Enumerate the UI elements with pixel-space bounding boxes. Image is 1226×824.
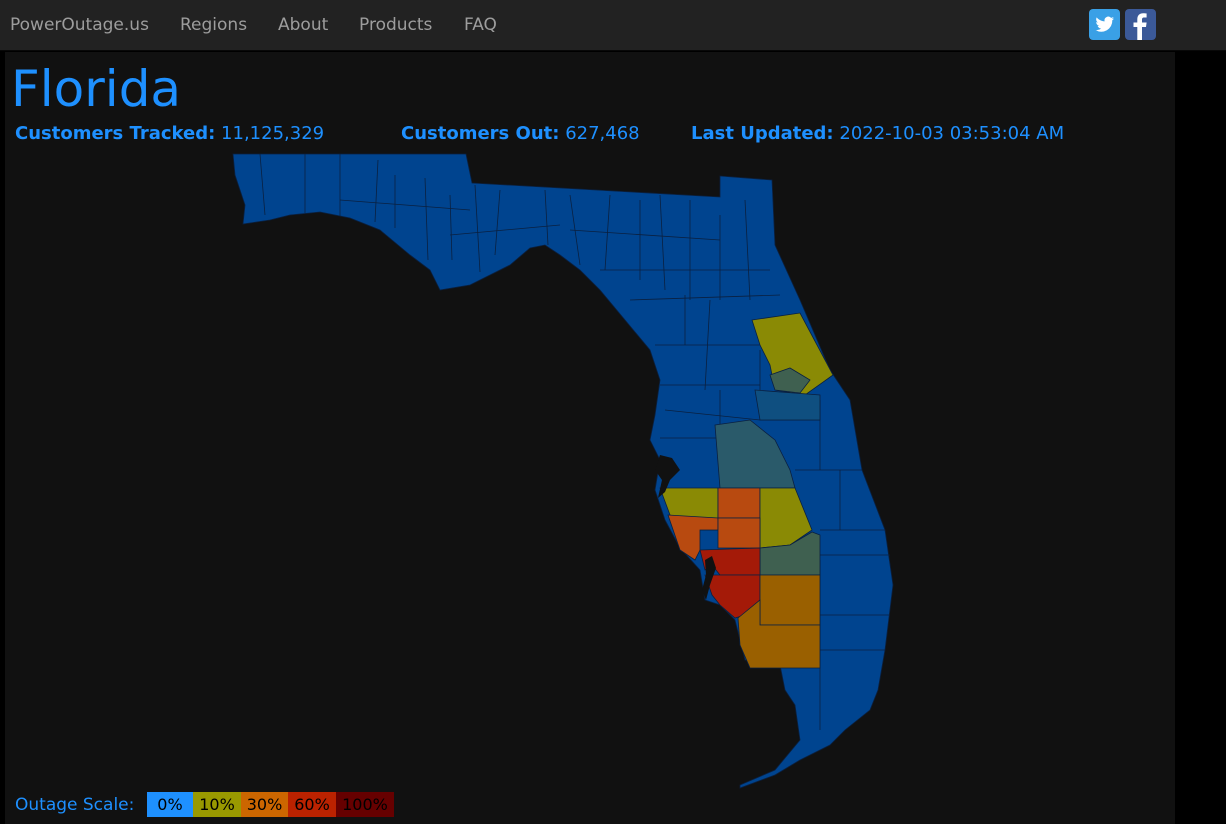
customers-tracked-value: 11,125,329 [221,123,325,144]
brand-link[interactable]: PowerOutage.us [10,15,149,35]
last-updated-label: Last Updated: [691,123,834,144]
scale-level-100: 100% [336,792,394,817]
nav-faq[interactable]: FAQ [464,15,497,35]
county-seminole[interactable] [769,367,811,394]
scale-level-10: 10% [193,792,241,817]
customers-out-value: 627,468 [565,123,640,144]
last-updated-value: 2022-10-03 03:53:04 AM [839,123,1065,144]
scale-level-0: 0% [147,792,193,817]
charlotte-harbor-water [702,556,716,600]
customers-out: Customers Out: 627,468 [401,123,640,145]
nav-products[interactable]: Products [359,15,433,35]
county-borders [259,153,890,730]
county-hendry[interactable] [759,574,821,626]
county-hardee[interactable] [717,487,761,519]
scale-level-30: 30% [241,792,288,817]
nav-about[interactable]: About [278,15,329,35]
facebook-icon[interactable] [1125,9,1156,40]
county-desoto[interactable] [717,517,761,549]
florida-state-shape [232,153,894,789]
customers-tracked-label: Customers Tracked: [15,123,216,144]
county-collier[interactable] [737,599,821,669]
right-margin [1175,52,1226,824]
outage-scale-label: Outage Scale: [15,795,135,815]
last-updated: Last Updated: 2022-10-03 03:53:04 AM [691,123,1064,145]
main-panel: Florida Customers Tracked: 11,125,329 Cu… [5,52,1175,824]
county-orange[interactable] [754,389,821,421]
scale-level-60: 60% [288,792,336,817]
twitter-icon[interactable] [1089,9,1120,40]
customers-out-label: Customers Out: [401,123,560,144]
top-navbar: PowerOutage.us Regions About Products FA… [0,0,1226,51]
customers-tracked: Customers Tracked: 11,125,329 [15,123,324,145]
tampa-bay-water [655,455,680,498]
page-title: Florida [11,60,182,118]
florida-county-map[interactable] [5,52,1175,824]
nav-regions[interactable]: Regions [180,15,248,35]
